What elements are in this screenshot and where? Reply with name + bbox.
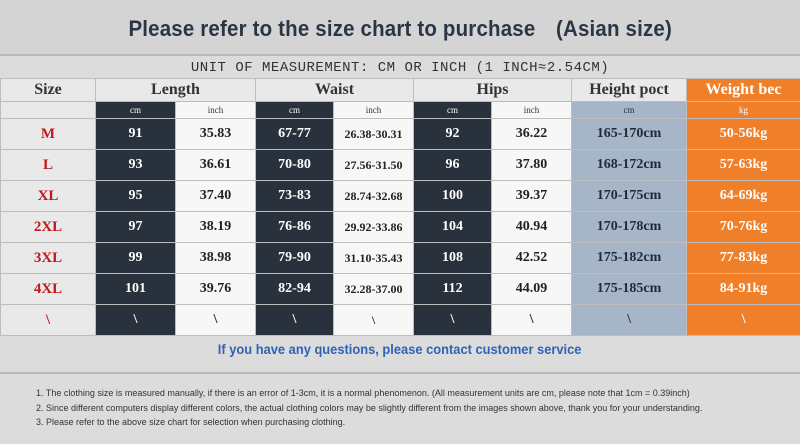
table-row: M 91 35.83 67-77 26.38-30.31 92 36.22 165-170cm… [0,118,800,150]
waist-inch-cell: 27.56-31.50 [333,149,414,181]
divider [0,372,800,374]
waist-cm-unit: cm [255,101,334,119]
length-inch-unit: inch [175,101,256,119]
weight-cell: 64-69kg [686,180,800,212]
length-inch-cell: 37.40 [175,180,256,212]
weight-cell: \ [686,304,800,336]
hips-inch-cell: 36.22 [490,118,573,150]
length-cm-cell: \ [95,304,176,336]
weight-cell: 84-91kg [686,273,800,305]
length-cm-unit: cm [95,101,176,119]
waist-inch-cell: 29.92-33.86 [333,211,414,243]
subheader-blank [0,101,96,119]
hips-cm-cell: 104 [413,211,492,243]
waist-cm-cell: 73-83 [255,180,334,212]
waist-cm-cell: 70-80 [255,149,334,181]
hips-inch-cell: \ [490,304,573,336]
header-hips: Hips [412,78,573,102]
waist-inch-cell: 31.10-35.43 [333,242,414,274]
height-cell: 165-170cm [571,118,688,150]
header-waist: Waist [255,78,414,102]
header-size: Size [0,78,96,102]
hips-cm-cell: 100 [413,180,492,212]
waist-cm-cell: 76-86 [255,211,334,243]
header-height: Height poct [571,78,688,102]
unit-row: UNIT OF MEASUREMENT: CM OR INCH (1 INCH≈… [0,54,800,80]
waist-inch-cell: 32.28-37.00 [333,273,414,305]
length-cm-cell: 91 [95,118,176,150]
title-bar: Please refer to the size chart to purcha… [0,0,800,54]
waist-cm-cell: 67-77 [255,118,334,150]
size-cell: 4XL [0,273,96,305]
waist-cm-cell: 82-94 [255,273,334,305]
size-cell: L [0,149,96,181]
header-length: Length [95,78,256,102]
table-row: 3XL 99 38.98 79-90 31.10-35.43 108 42.52 175-18… [0,242,800,274]
length-cm-cell: 101 [95,273,176,305]
height-cell: 170-175cm [571,180,688,212]
unit-of-measurement: UNIT OF MEASUREMENT: CM OR INCH (1 INCH≈… [190,60,610,76]
table-row: \ \ \ \ \ \ \ \ \ [0,304,800,336]
weight-cell: 50-56kg [686,118,800,150]
weight-cell: 77-83kg [686,242,800,274]
hips-cm-cell: 108 [413,242,492,274]
hips-inch-cell: 40.94 [490,211,573,243]
table-row: L 93 36.61 70-80 27.56-31.50 96 37.80 168-172cm… [0,149,800,181]
hips-inch-cell: 37.80 [490,149,573,181]
table-row: XL 95 37.40 73-83 28.74-32.68 100 39.37 170-175… [0,180,800,212]
size-cell: 3XL [0,242,96,274]
size-cell: XL [0,180,96,212]
contact-row: If you have any questions, please contac… [0,333,800,365]
waist-cm-cell: \ [255,304,334,336]
length-inch-cell: \ [175,304,256,336]
height-cell: \ [571,304,688,336]
table-row: 2XL 97 38.19 76-86 29.92-33.86 104 40.94 170-17… [0,211,800,243]
page-title: Please refer to the size chart to purcha… [128,16,672,41]
note-2: 2. Since different computers display dif… [36,402,703,413]
length-inch-cell: 35.83 [175,118,256,150]
length-cm-cell: 99 [95,242,176,274]
note-1: 1. The clothing size is measured manuall… [36,388,690,398]
note-3: 3. Please refer to the above size chart … [36,417,346,427]
length-cm-cell: 97 [95,211,176,243]
hips-cm-cell: 112 [413,273,492,305]
length-inch-cell: 38.19 [175,211,256,243]
header-row: Size Length Waist Hips Height poct Weigh… [0,78,800,102]
unit-subheader-row: cm inch cm inch cm inch cm kg [0,101,800,119]
waist-inch-cell: \ [333,304,414,336]
hips-cm-cell: 96 [413,149,492,181]
hips-inch-cell: 39.37 [490,180,573,212]
weight-cell: 70-76kg [686,211,800,243]
hips-cm-cell: \ [413,304,492,336]
length-cm-cell: 93 [95,149,176,181]
hips-cm-unit: cm [413,101,492,119]
hips-cm-cell: 92 [413,118,492,150]
length-inch-cell: 38.98 [175,242,256,274]
hips-inch-cell: 44.09 [490,273,573,305]
waist-inch-unit: inch [333,101,414,119]
height-cell: 170-178cm [571,211,688,243]
size-cell: M [0,118,96,150]
length-inch-cell: 36.61 [175,149,256,181]
length-inch-cell: 39.76 [175,273,256,305]
length-cm-cell: 95 [95,180,176,212]
weight-cell: 57-63kg [686,149,800,181]
waist-inch-cell: 28.74-32.68 [333,180,414,212]
weight-kg-unit: kg [686,101,800,119]
contact-message: If you have any questions, please contac… [218,341,582,357]
height-cell: 168-172cm [571,149,688,181]
size-cell: \ [0,304,96,336]
height-cell: 175-185cm [571,273,688,305]
waist-cm-cell: 79-90 [255,242,334,274]
hips-inch-cell: 42.52 [490,242,573,274]
height-cell: 175-182cm [571,242,688,274]
size-cell: 2XL [0,211,96,243]
height-cm-unit: cm [571,101,688,119]
notes: 1. The clothing size is measured manuall… [36,386,796,430]
waist-inch-cell: 26.38-30.31 [333,118,414,150]
hips-inch-unit: inch [490,101,573,119]
size-chart-table: Size Length Waist Hips Height poct Weigh… [0,78,800,336]
table-row: 4XL 101 39.76 82-94 32.28-37.00 112 44.09 175-1… [0,273,800,305]
header-weight: Weight bec [686,78,800,102]
